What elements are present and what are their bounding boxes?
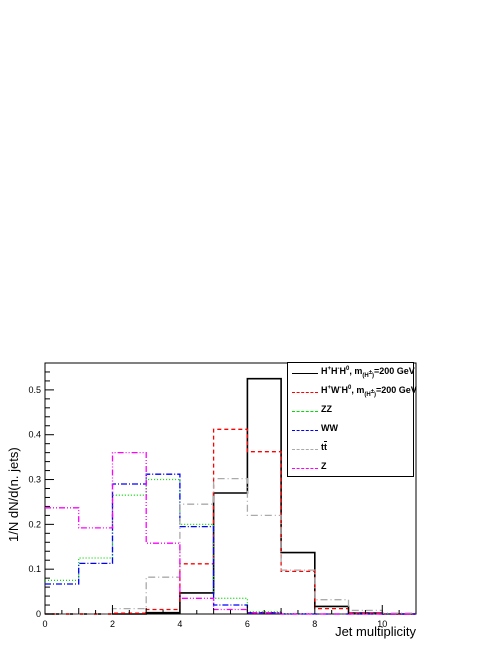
legend-entry: H+W-H0, m(H±)=200 GeV xyxy=(288,383,417,403)
x-tick-label: 4 xyxy=(177,619,182,629)
y-tick-label: 0.1 xyxy=(28,564,41,574)
y-tick-label: 0.3 xyxy=(28,475,41,485)
legend-line-swatch xyxy=(292,449,318,450)
x-tick-label: 2 xyxy=(110,619,115,629)
legend-line-swatch xyxy=(292,392,318,393)
legend-label: tt xyxy=(321,442,327,452)
x-tick-label: 0 xyxy=(42,619,47,629)
legend-line-swatch xyxy=(292,373,318,374)
x-tick-label: 8 xyxy=(312,619,317,629)
legend-label: WW xyxy=(321,423,338,433)
series-line-3 xyxy=(45,473,416,615)
legend-label: H+H-H0, m(H±)=200 GeV xyxy=(321,366,415,379)
y-tick-label: 0.4 xyxy=(28,430,41,440)
legend: H+H-H0, m(H±)=200 GeV H+W-H0, m(H±)=200 G… xyxy=(287,362,417,479)
legend-line-swatch xyxy=(292,411,318,412)
legend-line-swatch xyxy=(292,468,318,469)
legend-line-swatch xyxy=(292,430,318,431)
y-axis-label: 1/N dN/d(n. jets) xyxy=(6,447,21,542)
legend-label: ZZ xyxy=(321,404,332,414)
legend-entry: Z xyxy=(288,459,415,479)
x-tick-label: 10 xyxy=(377,619,387,629)
series-line-1 xyxy=(45,428,416,615)
x-axis-label: Jet multiplicity xyxy=(335,624,416,639)
y-tick-label: 0.5 xyxy=(28,385,41,395)
series-line-4 xyxy=(45,477,416,615)
y-axis-ticks: 0 0.1 0.2 0.3 0.4 0.5 xyxy=(28,362,54,619)
x-axis-ticks: 0 2 4 6 8 10 xyxy=(42,605,417,629)
x-tick-label: 6 xyxy=(245,619,250,629)
series-line-2 xyxy=(45,478,416,615)
legend-label: H+W-H0, m(H±)=200 GeV xyxy=(321,385,417,398)
legend-entry: tt xyxy=(288,440,415,460)
legend-entry: H+H-H0, m(H±)=200 GeV xyxy=(288,364,415,384)
legend-label: Z xyxy=(321,461,327,471)
legend-entry: WW xyxy=(288,421,415,441)
y-tick-label: 0 xyxy=(36,609,41,619)
legend-entry: ZZ xyxy=(288,402,415,422)
y-tick-label: 0.2 xyxy=(28,519,41,529)
